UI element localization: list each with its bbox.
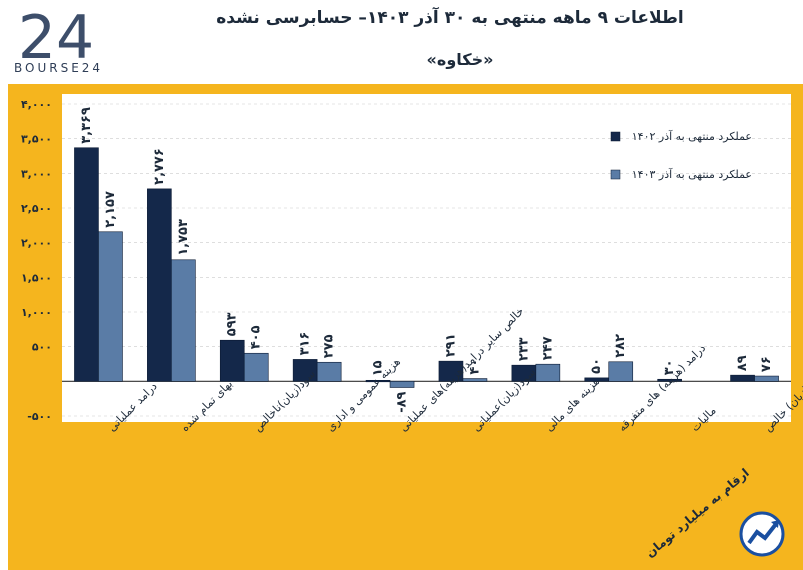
y-tick-label: ۱,۰۰۰ <box>21 306 52 319</box>
bar-1403 <box>389 381 415 388</box>
bar-value-label: ۷۶ <box>759 356 774 372</box>
bar-1403 <box>535 363 561 382</box>
bar-value-label: ۲,۷۷۶ <box>152 148 167 185</box>
bar-value-label: ۵۰ <box>589 358 604 374</box>
bar-value-label: ۲۴۷ <box>540 336 555 360</box>
bar-1403 <box>462 378 488 382</box>
y-tick-label: ۳,۵۰۰ <box>21 133 52 146</box>
bars <box>74 147 779 388</box>
bar-1402 <box>438 360 464 382</box>
legend-swatch <box>610 131 621 142</box>
page-title: اطلاعات ۹ ماهه منتهی به ۳۰ آذر ۱۴۰۳– حسا… <box>216 8 684 28</box>
bar-value-label: ۳۰ <box>662 359 677 375</box>
logo-mark: 24 <box>18 4 94 73</box>
bar-1403 <box>316 361 342 382</box>
bar-value-label: ۲۹۱ <box>443 333 458 357</box>
bar-labels: ۳,۳۶۹ ۲,۱۵۷ ۲,۷۷۶ ۱,۷۵۳ ۵۹۳ ۴۰۵ ۳۱۶ ۲۷۵ ۱۵ -۸۹ ۲۹۱… <box>79 107 774 413</box>
bar-value-label: ۳۱۶ <box>298 332 313 356</box>
bar-1402 <box>657 378 682 382</box>
bar-1402 <box>147 188 172 382</box>
legend-label: عملکرد منتهی به آذر ۱۴۰۲ <box>632 129 752 143</box>
company-symbol: «خکاوه» <box>426 50 494 69</box>
y-tick-label: ۲,۰۰۰ <box>21 237 52 250</box>
bar-1403 <box>171 259 196 382</box>
bar-value-label: ۴۰ <box>467 359 482 375</box>
bar-value-label: ۲۸۲ <box>613 334 628 358</box>
bar-1402 <box>74 147 99 382</box>
bar-value-label: ۲۷۵ <box>322 334 337 358</box>
y-tick-label: ۵۰۰ <box>32 341 52 354</box>
bar-value-label: ۲۳۳ <box>516 337 531 361</box>
bar-value-label: ۱,۷۵۳ <box>176 219 191 256</box>
bar-value-label: ۳,۳۶۹ <box>79 107 94 144</box>
legend: عملکرد منتهی به آذر ۱۴۰۲ عملکرد منتهی به … <box>610 129 752 181</box>
trend-icon <box>739 511 785 557</box>
bar-1403 <box>98 231 123 382</box>
bar-value-label: ۸۹ <box>735 355 750 371</box>
bar-value-label: ۴۰۵ <box>249 325 264 349</box>
y-tick-label: ۴,۰۰۰ <box>21 98 52 111</box>
bar-1403 <box>754 375 779 382</box>
bar-1402 <box>730 374 755 382</box>
bar-value-label: ۲,۱۵۷ <box>103 191 118 228</box>
brand-name: BOURSE24 <box>14 61 104 75</box>
bar-1403 <box>243 352 269 382</box>
bourse24-logo: 24 <box>18 4 94 73</box>
y-axis: -۵۰۰ ۵۰۰ ۱,۰۰۰ ۱,۵۰۰ ۲,۰۰۰ ۲,۵۰۰ ۳,۰۰۰ ۳,۵۰۰ ۴,۰… <box>21 98 52 423</box>
legend-swatch <box>610 169 621 180</box>
y-tick-label: ۳,۰۰۰ <box>21 167 52 180</box>
y-tick-label: ۱,۵۰۰ <box>21 271 52 284</box>
bar-1403 <box>608 361 634 382</box>
y-tick-label: ۲,۵۰۰ <box>21 202 52 215</box>
legend-label: عملکرد منتهی به آذر ۱۴۰۳ <box>632 167 752 181</box>
bar-1402 <box>219 339 245 382</box>
bar-value-label: ۱۵ <box>371 360 386 376</box>
y-tick-label: -۵۰۰ <box>27 410 52 423</box>
bar-value-label: ۵۹۳ <box>225 312 240 336</box>
bar-value-label: -۸۹ <box>395 391 410 412</box>
